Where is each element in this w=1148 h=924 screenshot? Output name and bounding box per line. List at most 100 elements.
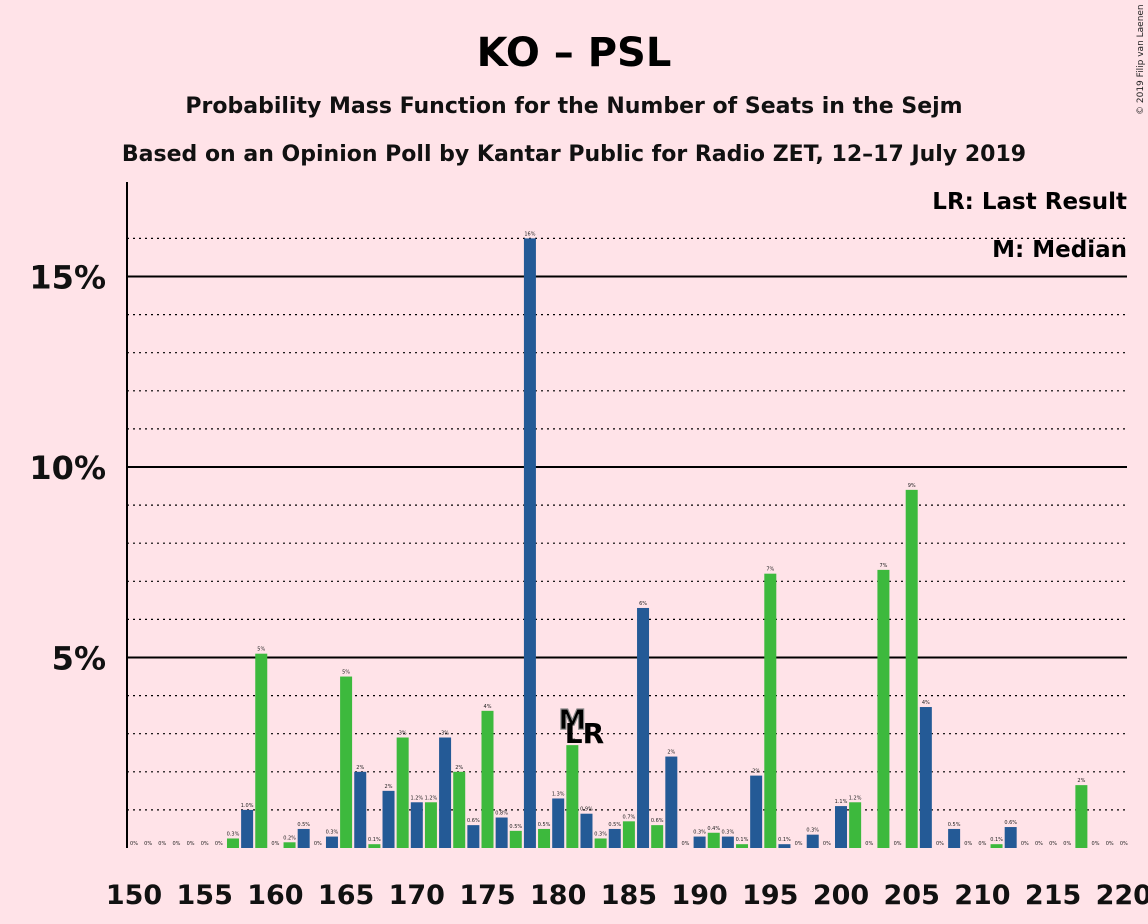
bars	[226, 238, 1088, 848]
data-label-seat-154: 0%	[187, 841, 195, 847]
data-label-seat-173: 2%	[455, 765, 463, 771]
bar-seat-178	[523, 238, 536, 848]
x-axis-ticks: 150 155 160 165 170 175 180 185 190 195 200 205 210 2…	[106, 880, 1148, 911]
data-label-seat-175: 4%	[484, 704, 492, 710]
bar-seat-157	[226, 838, 239, 848]
bar-seat-196	[778, 844, 791, 848]
x-tick-label: 150	[106, 880, 162, 911]
bar-seat-186	[637, 607, 650, 848]
data-label-seat-190: 0.3%	[693, 830, 706, 836]
bar-seat-166	[354, 771, 367, 848]
data-label-seat-199: 0%	[823, 841, 831, 847]
data-label-seat-216: 0%	[1063, 841, 1071, 847]
chart-title: KO – PSL	[477, 30, 672, 76]
data-labels: 0% 0% 0% 0% 0% 0% 0% 0.3% 1.0% 5% 0% 0.2% 0.5% 0% 0.3%…	[130, 231, 1128, 847]
bar-seat-203	[877, 569, 890, 848]
bar-seat-179	[538, 828, 551, 848]
bar-seat-180	[552, 798, 565, 848]
bar-seat-176	[495, 817, 508, 848]
data-label-seat-150: 0%	[130, 841, 138, 847]
data-label-seat-158: 1.0%	[241, 803, 254, 809]
bar-seat-170	[410, 802, 423, 848]
bar-seat-198	[806, 834, 819, 848]
bar-seat-208	[948, 828, 961, 848]
x-tick-label: 185	[601, 880, 657, 911]
data-label-seat-210: 0%	[978, 841, 986, 847]
x-tick-label: 180	[530, 880, 586, 911]
bar-seat-195	[764, 573, 777, 848]
bar-seat-161	[283, 842, 296, 848]
y-tick-label: 15%	[29, 259, 106, 297]
data-label-seat-181: 3%	[568, 738, 576, 744]
bar-seat-164	[325, 836, 338, 848]
data-label-seat-201: 1.2%	[849, 795, 862, 801]
data-label-seat-198: 0.3%	[806, 828, 819, 834]
bar-seat-193	[736, 844, 749, 848]
data-label-seat-193: 0.1%	[736, 837, 749, 843]
data-label-seat-170: 1.2%	[410, 795, 423, 801]
data-label-seat-197: 0%	[795, 841, 803, 847]
data-label-seat-182: 0.9%	[580, 807, 593, 813]
data-label-seat-153: 0%	[172, 841, 180, 847]
x-tick-label: 155	[177, 880, 233, 911]
bar-seat-200	[835, 806, 847, 848]
bar-seat-192	[721, 836, 734, 848]
bar-seat-201	[849, 802, 862, 848]
bar-seat-194	[750, 775, 763, 848]
bar-seat-205	[905, 489, 918, 848]
data-label-seat-188: 2%	[667, 750, 675, 756]
data-label-seat-200: 1.1%	[835, 799, 848, 805]
copyright-credit: © 2019 Filip van Laenen	[1136, 4, 1146, 115]
bar-seat-184	[608, 828, 621, 848]
data-label-seat-167: 0.1%	[368, 837, 381, 843]
data-label-seat-157: 0.3%	[227, 831, 240, 837]
data-label-seat-204: 0%	[894, 841, 902, 847]
data-label-seat-151: 0%	[144, 841, 152, 847]
data-label-seat-152: 0%	[158, 841, 166, 847]
data-label-seat-166: 2%	[356, 765, 364, 771]
data-label-seat-205: 9%	[908, 483, 916, 489]
y-axis-ticks: 5% 10% 15%	[29, 259, 106, 678]
bar-seat-182	[580, 813, 593, 848]
data-label-seat-160: 0%	[271, 841, 279, 847]
data-label-seat-185: 0.7%	[623, 814, 636, 820]
data-label-seat-196: 0.1%	[778, 837, 791, 843]
data-label-seat-184: 0.5%	[608, 822, 621, 828]
x-tick-label: 160	[247, 880, 303, 911]
bar-seat-172	[439, 737, 452, 848]
bar-seat-165	[340, 676, 353, 848]
chart-subtitle: Probability Mass Function for the Number…	[185, 94, 962, 119]
data-label-seat-215: 0%	[1049, 841, 1057, 847]
data-label-seat-192: 0.3%	[722, 830, 735, 836]
bar-seat-187	[651, 825, 664, 848]
bar-seat-167	[368, 844, 381, 848]
bar-seat-185	[622, 821, 635, 848]
bar-seat-158	[241, 809, 254, 848]
bar-seat-212	[1004, 827, 1017, 848]
bar-seat-162	[297, 828, 310, 848]
data-label-seat-172: 3%	[441, 731, 449, 737]
chart-subtitle-poll: Based on an Opinion Poll by Kantar Publi…	[122, 142, 1026, 167]
data-label-seat-219: 0%	[1106, 841, 1114, 847]
data-label-seat-156: 0%	[215, 841, 223, 847]
data-label-seat-217: 2%	[1077, 778, 1085, 784]
data-label-seat-202: 0%	[865, 841, 873, 847]
x-tick-label: 215	[1025, 880, 1081, 911]
data-label-seat-195: 7%	[766, 567, 774, 573]
data-label-seat-176: 0.8%	[495, 811, 508, 817]
data-label-seat-214: 0%	[1035, 841, 1043, 847]
x-tick-label: 205	[884, 880, 940, 911]
bar-seat-191	[707, 832, 720, 848]
bar-seat-183	[594, 838, 607, 848]
data-label-seat-194: 2%	[752, 769, 760, 775]
data-label-seat-174: 0.6%	[467, 818, 480, 824]
data-label-seat-163: 0%	[314, 841, 322, 847]
y-tick-label: 5%	[52, 640, 106, 678]
bar-seat-175	[481, 710, 494, 848]
x-tick-label: 170	[389, 880, 445, 911]
x-tick-label: 195	[742, 880, 798, 911]
last-result-marker: LR	[565, 717, 604, 750]
data-label-seat-183: 0.3%	[594, 831, 607, 837]
data-label-seat-207: 0%	[936, 841, 944, 847]
x-tick-label: 220	[1096, 880, 1148, 911]
